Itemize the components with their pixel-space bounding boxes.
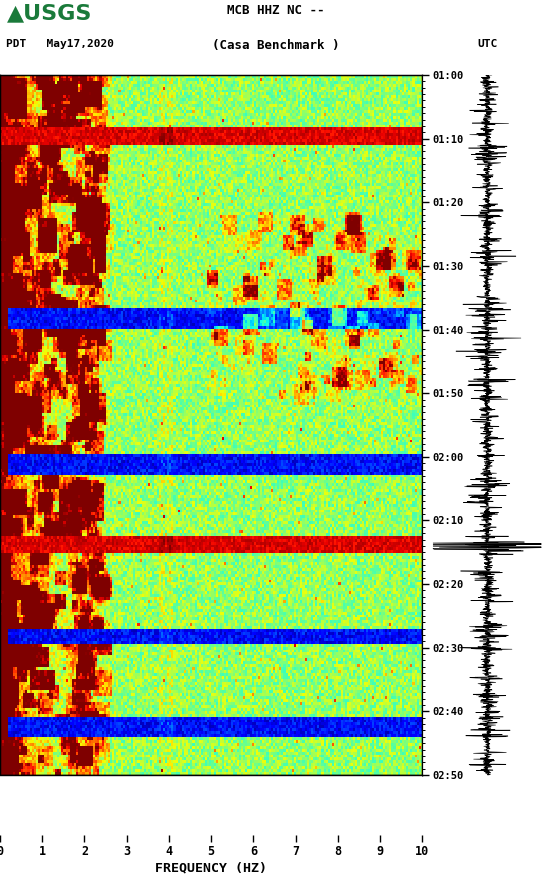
Text: PDT   May17,2020: PDT May17,2020 (6, 39, 114, 49)
Text: ▲USGS: ▲USGS (7, 4, 93, 24)
X-axis label: FREQUENCY (HZ): FREQUENCY (HZ) (155, 862, 267, 875)
Text: UTC: UTC (477, 39, 498, 49)
Text: (Casa Benchmark ): (Casa Benchmark ) (213, 39, 339, 52)
Text: MCB HHZ NC --: MCB HHZ NC -- (227, 4, 325, 17)
